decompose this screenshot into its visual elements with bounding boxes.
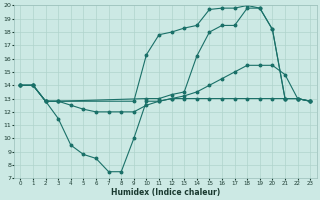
X-axis label: Humidex (Indice chaleur): Humidex (Indice chaleur): [111, 188, 220, 197]
